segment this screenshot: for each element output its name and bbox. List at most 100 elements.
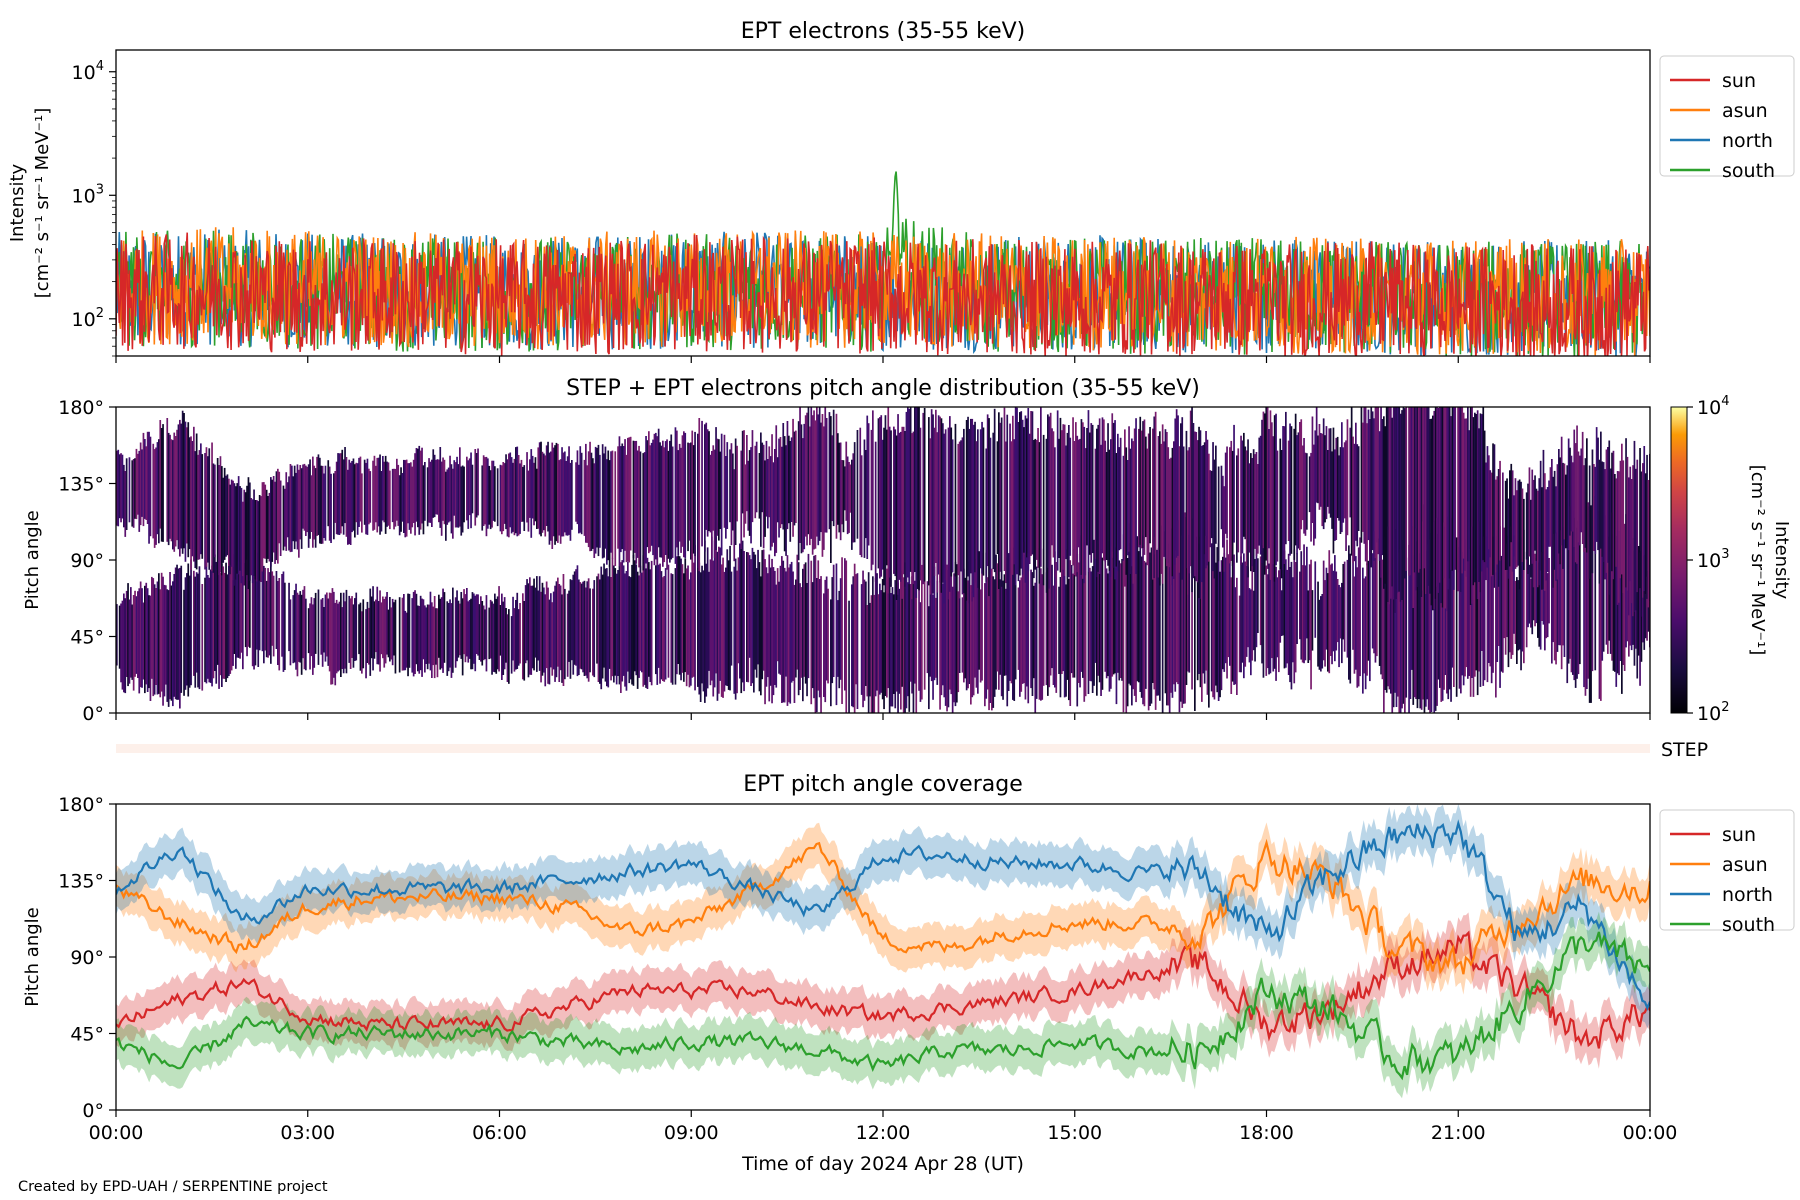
heatmap-cell — [1468, 525, 1471, 676]
heatmap-cell — [613, 565, 615, 683]
heatmap-cell — [1588, 506, 1591, 703]
heatmap-cell — [1327, 573, 1329, 672]
heatmap-cell — [531, 455, 534, 519]
heatmap-cell — [1334, 449, 1336, 541]
heatmap-cell — [183, 589, 185, 696]
heatmap-cell — [1178, 520, 1181, 713]
heatmap-cell — [1210, 470, 1213, 539]
heatmap-cell — [589, 588, 591, 673]
y-tick-label: 103 — [72, 182, 104, 207]
heatmap-cell — [200, 443, 202, 555]
heatmap-cell — [1504, 535, 1507, 655]
heatmap-cell — [893, 594, 895, 694]
heatmap-cell — [915, 572, 918, 713]
heatmap-cell — [720, 564, 723, 697]
heatmap-cell — [1602, 462, 1605, 562]
heatmap-cell — [461, 598, 464, 676]
heatmap-cell — [1566, 465, 1569, 548]
legend-label-south: south — [1722, 914, 1775, 936]
heatmap-cell — [491, 601, 493, 675]
heatmap-cell — [1619, 460, 1622, 579]
heatmap-cell — [1474, 412, 1476, 583]
heatmap-cell — [1014, 407, 1017, 586]
heatmap-cell — [1489, 525, 1492, 667]
heatmap-cell — [1062, 560, 1065, 672]
heatmap-cell — [671, 574, 674, 685]
heatmap-cell — [396, 458, 398, 521]
heatmap-cell — [659, 442, 661, 558]
heatmap-cell — [1210, 543, 1213, 692]
heatmap-cell — [1356, 444, 1359, 547]
heatmap-cell — [1251, 458, 1254, 567]
heatmap-cell — [1404, 408, 1406, 579]
heatmap-cell — [694, 545, 696, 691]
heatmap-cell — [1420, 518, 1423, 710]
heatmap-cell — [587, 578, 590, 682]
heatmap-cell — [730, 571, 733, 666]
heatmap-cell — [603, 563, 605, 668]
heatmap-cell — [1296, 553, 1298, 644]
heatmap-cell — [313, 465, 316, 540]
heatmap-cell — [475, 594, 478, 654]
heatmap-cell — [139, 581, 142, 688]
heatmap-cell — [193, 570, 195, 676]
heatmap-cell — [1010, 441, 1013, 575]
heatmap-cell — [930, 409, 933, 584]
heatmap-cell — [862, 570, 864, 708]
heatmap-cell — [1194, 537, 1196, 711]
heatmap-cell — [1395, 539, 1398, 707]
heatmap-cell — [1007, 553, 1010, 691]
heatmap-cell — [1572, 504, 1574, 675]
heatmap-cell — [174, 567, 177, 700]
heatmap-cell — [138, 588, 141, 694]
heatmap-cell — [355, 462, 358, 523]
heatmap-cell — [1525, 492, 1528, 560]
heatmap-cell — [1493, 444, 1496, 588]
heatmap-cell — [918, 407, 920, 591]
heatmap-cell — [839, 442, 842, 541]
heatmap-cell — [779, 565, 782, 675]
heatmap-cell — [1213, 546, 1216, 700]
heatmap-cell — [723, 434, 726, 528]
heatmap-cell — [760, 432, 762, 547]
heatmap-cell — [1472, 545, 1475, 697]
heatmap-cell — [806, 412, 808, 546]
heatmap-cell — [1601, 461, 1604, 557]
heatmap-cell — [1101, 557, 1104, 690]
heatmap-cell — [681, 564, 684, 673]
heatmap-cell — [123, 593, 125, 693]
heatmap-cell — [618, 436, 621, 567]
heatmap-cell — [604, 446, 607, 549]
heatmap-cell — [1359, 537, 1361, 677]
heatmap-cell — [576, 565, 579, 677]
heatmap-cell — [1174, 537, 1177, 692]
heatmap-cell — [908, 577, 911, 712]
heatmap-cell — [1266, 407, 1269, 569]
heatmap-cell — [180, 423, 183, 549]
heatmap-cell — [317, 454, 320, 536]
heatmap-cell — [1213, 459, 1216, 579]
heatmap-cell — [1355, 422, 1357, 541]
heatmap-cell — [1517, 580, 1520, 651]
heatmap-cell — [1254, 558, 1256, 662]
x-tick-label: 15:00 — [1047, 1122, 1102, 1144]
heatmap-cell — [1432, 415, 1434, 611]
heatmap-cell — [1049, 412, 1052, 579]
heatmap-cell — [144, 439, 146, 519]
heatmap-cell — [474, 449, 477, 526]
heatmap-cell — [1077, 562, 1080, 683]
heatmap-cell — [1153, 416, 1156, 579]
heatmap-cell — [963, 568, 965, 683]
heatmap-cell — [190, 436, 192, 570]
heatmap-cell — [804, 562, 807, 684]
heatmap-cell — [264, 567, 267, 651]
heatmap-cell — [704, 540, 706, 703]
heatmap-cell — [1159, 566, 1161, 701]
heatmap-cell — [1264, 413, 1266, 575]
heatmap-cell — [555, 581, 558, 678]
heatmap-cell — [1388, 529, 1391, 690]
heatmap-cell — [529, 577, 531, 675]
heatmap-cell — [440, 597, 443, 669]
heatmap-cell — [1054, 447, 1056, 578]
heatmap-cell — [236, 565, 239, 658]
